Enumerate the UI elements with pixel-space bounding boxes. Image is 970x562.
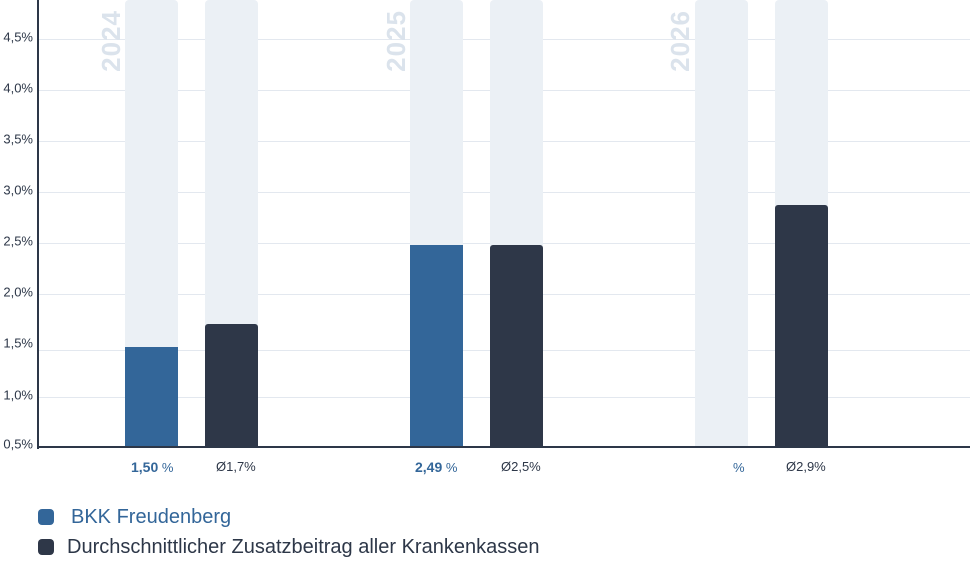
legend-label: Durchschnittlicher Zusatzbeitrag aller K…: [67, 535, 540, 558]
legend-swatch-icon: [38, 539, 54, 555]
unit: %: [445, 460, 458, 475]
y-tick-label: 3,5%: [3, 131, 33, 147]
value-label-average-2025: Ø2,5%: [501, 459, 541, 474]
y-tick-label: 1,5%: [3, 335, 33, 351]
legend-label: BKK Freudenberg: [71, 505, 232, 528]
value-label-bkk-2026: %: [733, 459, 745, 475]
bar-bkk-2025[interactable]: [410, 245, 463, 446]
y-tick-label: 3,0%: [3, 182, 33, 198]
legend-swatch-icon: [38, 509, 54, 525]
y-tick-label: 0,5%: [3, 436, 33, 452]
year-label: 2025: [381, 10, 411, 72]
y-tick-label: 1,0%: [3, 387, 33, 403]
value: 2,49: [415, 459, 443, 475]
legend-item-average[interactable]: Durchschnittlicher Zusatzbeitrag aller K…: [38, 532, 539, 562]
value-label-average-2026: Ø2,9%: [786, 459, 826, 474]
value: 1,50: [131, 459, 159, 475]
unit: %: [733, 460, 745, 475]
y-tick-label: 2,5%: [3, 233, 33, 249]
legend-item-bkk[interactable]: BKK Freudenberg: [38, 502, 539, 532]
y-tick-label: 4,5%: [3, 29, 33, 45]
year-label: 2024: [96, 10, 126, 72]
y-tick-label: 2,0%: [3, 284, 33, 300]
bar-track: [695, 0, 748, 446]
bar-average-2025[interactable]: [490, 245, 543, 446]
value-label-bkk-2025: 2,49 %: [415, 459, 457, 475]
value-label-average-2024: Ø1,7%: [216, 459, 256, 474]
unit: %: [161, 460, 174, 475]
legend: BKK Freudenberg Durchschnittlicher Zusat…: [38, 502, 539, 562]
x-axis: [37, 446, 970, 448]
year-label: 2026: [665, 10, 695, 72]
value-label-bkk-2024: 1,50 %: [131, 459, 173, 475]
bar-bkk-2024[interactable]: [125, 347, 178, 446]
y-tick-label: 4,0%: [3, 80, 33, 96]
bar-average-2026[interactable]: [775, 205, 828, 446]
bar-average-2024[interactable]: [205, 324, 258, 446]
y-axis: [37, 0, 39, 449]
